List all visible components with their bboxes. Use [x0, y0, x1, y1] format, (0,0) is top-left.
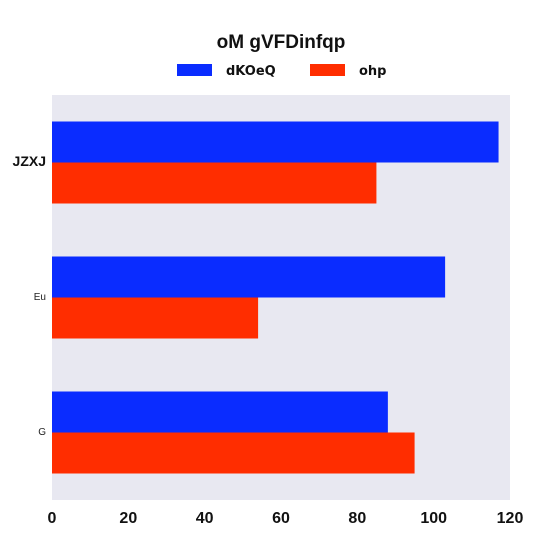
x-tick-label-60: 60: [272, 510, 290, 527]
bar-dkoeq-jzxj: [52, 121, 499, 163]
bar-dkoeq-g: [52, 391, 388, 433]
bar-dkoeq-eu: [52, 256, 446, 298]
legend: dKOeQ ohp: [177, 64, 387, 79]
x-tick-label-80: 80: [348, 510, 366, 527]
legend-label-dkoeq: dKOeQ: [226, 64, 276, 79]
legend-label-ohp: ohp: [359, 64, 387, 79]
y-tick-label-eu: Eu: [34, 292, 46, 303]
y-tick-label-g: G: [38, 427, 46, 438]
bar-ohp-eu: [52, 297, 259, 339]
x-tick-label-100: 100: [420, 510, 447, 527]
y-tick-labels: JZXJ Eu G: [13, 153, 47, 438]
x-tick-label-20: 20: [119, 510, 137, 527]
bar-ohp-g: [52, 432, 415, 474]
x-tick-label-40: 40: [196, 510, 214, 527]
bars-group: [52, 121, 499, 474]
legend-swatch-dkoeq: [177, 64, 212, 76]
legend-swatch-ohp: [310, 64, 345, 76]
bar-ohp-jzxj: [52, 162, 377, 204]
x-tick-label-0: 0: [48, 510, 57, 527]
x-tick-label-120: 120: [497, 510, 524, 527]
y-tick-label-jzxj: JZXJ: [13, 153, 46, 169]
chart-title: oM gVFDinfqp: [217, 32, 346, 53]
x-tick-labels: 0 20 40 60 80 100 120: [48, 510, 524, 527]
